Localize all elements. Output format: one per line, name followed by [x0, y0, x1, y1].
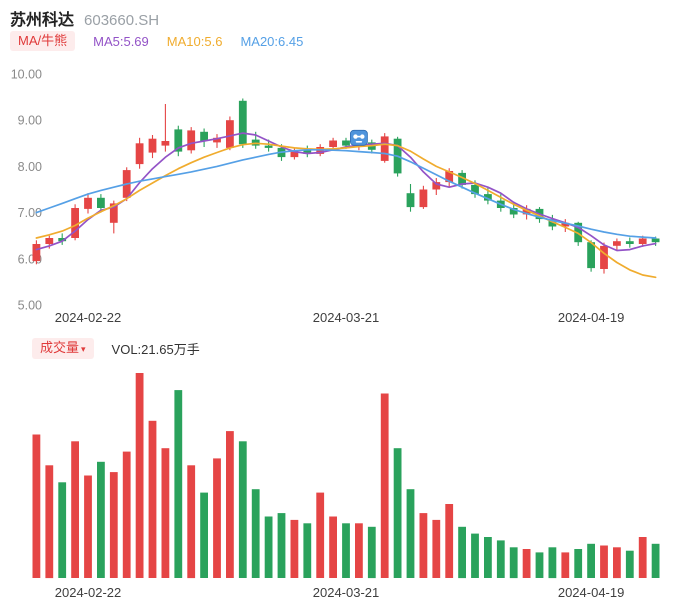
event-marker-icon[interactable] [349, 129, 368, 146]
volume-x-axis-date-label: 2024-02-22 [55, 585, 122, 600]
stock-name: 苏州科达 [10, 12, 75, 29]
ma10-line [35, 142, 657, 279]
volume-x-axis-date-label: 2024-03-21 [313, 585, 380, 600]
volume-header: 成交量 ▾ VOL:21.65万手 [32, 338, 200, 359]
volume-value-label: VOL:21.65万手 [111, 342, 200, 357]
y-axis-label: 8.00 [18, 160, 42, 174]
dropdown-caret-icon: ▾ [81, 344, 86, 354]
ma-indicator-badge[interactable]: MA/牛熊 [10, 31, 76, 51]
y-axis-label: 10.00 [11, 68, 42, 82]
ma-legend: MA/牛熊 MA5:5.69 MA10:5.6 MA20:6.45 [10, 31, 303, 51]
ma5-line [35, 132, 657, 252]
ma20-line [35, 148, 657, 239]
volume-indicator-badge[interactable]: 成交量 ▾ [32, 338, 94, 359]
stock-code: 603660.SH [84, 12, 160, 29]
ma10-legend-value: MA10:5.6 [166, 33, 223, 49]
x-axis-date-label: 2024-04-19 [558, 310, 625, 325]
volume-chart[interactable]: 2024-02-22 2024-03-21 2024-04-19 [0, 366, 686, 606]
volume-x-axis-date-label: 2024-04-19 [558, 585, 625, 600]
chart-header: 苏州科达 603660.SH [10, 6, 159, 30]
volume-badge-label: 成交量 [40, 340, 80, 355]
ma20-legend-value: MA20:6.45 [240, 33, 304, 49]
x-axis-date-label: 2024-02-22 [55, 310, 122, 325]
y-axis-label: 7.00 [18, 206, 42, 220]
y-axis-label: 9.00 [18, 114, 42, 128]
ma5-legend-value: MA5:5.69 [93, 33, 149, 49]
y-axis-label: 5.00 [18, 299, 42, 313]
x-axis-date-label: 2024-03-21 [313, 310, 380, 325]
